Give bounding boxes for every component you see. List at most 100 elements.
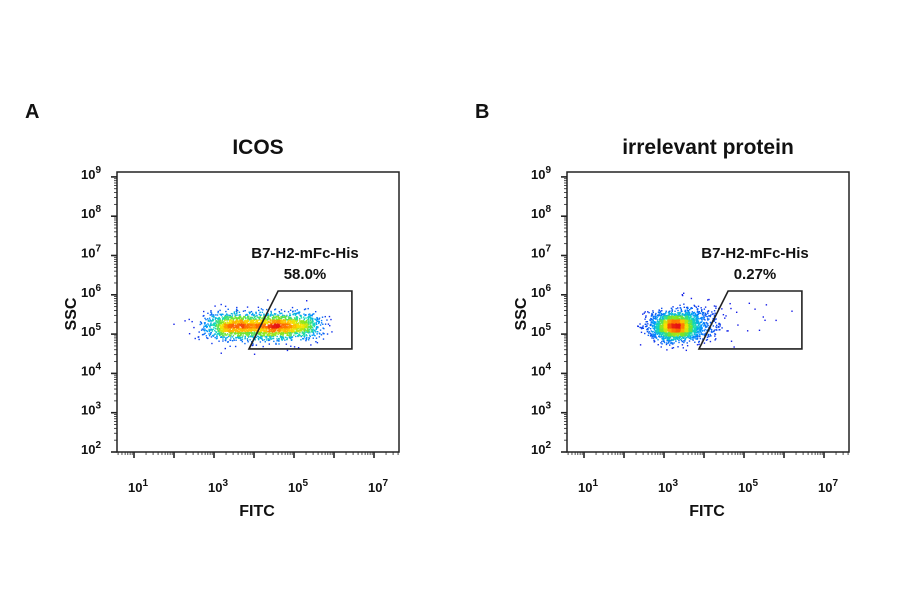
event-point (231, 318, 232, 319)
event-point (652, 320, 653, 321)
event-point (238, 321, 239, 322)
event-point (200, 321, 201, 322)
event-point (276, 321, 277, 322)
event-point (692, 308, 693, 309)
event-point (285, 325, 286, 326)
event-point (647, 323, 648, 324)
event-point (216, 338, 217, 339)
event-point (264, 335, 265, 336)
event-point (316, 338, 317, 339)
event-point (654, 332, 655, 333)
event-point (701, 318, 702, 319)
event-point (695, 313, 696, 314)
y-tick-label: 104 (81, 361, 101, 378)
event-point (235, 340, 236, 341)
event-point (709, 334, 710, 335)
event-point (325, 316, 326, 317)
event-point (259, 337, 260, 338)
event-point (271, 313, 272, 314)
event-point (653, 335, 654, 336)
event-point (258, 307, 259, 308)
event-point (258, 310, 259, 311)
event-point (658, 344, 659, 345)
event-point (225, 327, 226, 328)
event-point (640, 344, 641, 345)
event-point (655, 316, 656, 317)
event-point (702, 333, 703, 334)
event-point (253, 334, 254, 335)
event-point (703, 322, 704, 323)
event-point (266, 331, 267, 332)
event-point (251, 327, 252, 328)
event-point (721, 327, 722, 328)
event-point (247, 317, 248, 318)
event-point (665, 334, 666, 335)
event-point (711, 331, 712, 332)
event-point (232, 336, 233, 337)
event-point (645, 315, 646, 316)
y-tick-exponent: 9 (95, 165, 101, 176)
event-point (189, 319, 190, 320)
event-point (650, 324, 651, 325)
event-point (244, 331, 245, 332)
y-tick-exponent: 7 (95, 244, 101, 255)
event-point (236, 313, 237, 314)
event-point (329, 325, 330, 326)
event-point (244, 320, 245, 321)
event-point (237, 310, 238, 311)
event-point (716, 325, 717, 326)
event-point (262, 317, 263, 318)
event-point (276, 329, 277, 330)
event-point (226, 316, 227, 317)
event-point (682, 320, 683, 321)
event-point (268, 335, 269, 336)
event-point (304, 309, 305, 310)
event-point (697, 318, 698, 319)
event-point (226, 314, 227, 315)
event-point (230, 331, 231, 332)
event-point (247, 324, 248, 325)
event-point (272, 321, 273, 322)
event-point (710, 315, 711, 316)
event-point (280, 316, 281, 317)
event-point (708, 315, 709, 316)
event-point (284, 327, 285, 328)
event-point (313, 313, 314, 314)
event-point (673, 316, 674, 317)
event-point (247, 316, 248, 317)
event-point (235, 331, 236, 332)
event-point (648, 331, 649, 332)
event-point (700, 325, 701, 326)
event-point (319, 333, 320, 334)
event-point (650, 335, 651, 336)
event-point (665, 312, 666, 313)
event-point (253, 326, 254, 327)
event-point (299, 318, 300, 319)
event-point (690, 326, 691, 327)
event-point (313, 337, 314, 338)
event-point (654, 322, 655, 323)
event-point (699, 313, 700, 314)
event-point (669, 320, 670, 321)
event-point (700, 307, 701, 308)
event-point (256, 315, 257, 316)
event-point (241, 323, 242, 324)
event-point (193, 327, 194, 328)
event-point (685, 339, 686, 340)
event-point (297, 333, 298, 334)
event-point (250, 312, 251, 313)
event-point (233, 319, 234, 320)
event-point (238, 324, 239, 325)
event-point (224, 316, 225, 317)
event-point (271, 338, 272, 339)
event-point (721, 308, 722, 309)
event-point (267, 299, 268, 300)
event-point (707, 337, 708, 338)
event-point (679, 312, 680, 313)
event-point (218, 311, 219, 312)
event-point (234, 313, 235, 314)
chart-title: ICOS (232, 136, 283, 159)
event-point (209, 331, 210, 332)
event-point (235, 337, 236, 338)
event-point (262, 312, 263, 313)
